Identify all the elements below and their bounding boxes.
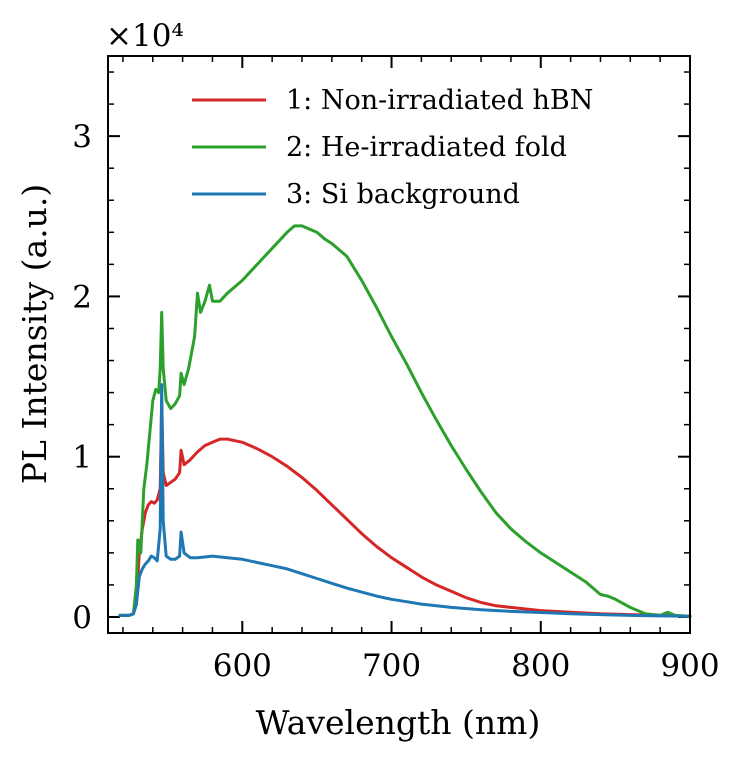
y-multiplier-label: ×10⁴ [106, 18, 184, 54]
legend-label-2: 2: He-irradiated fold [286, 132, 567, 163]
y-tick-labels: 0 1 2 3 [72, 119, 92, 636]
x-axis-title: Wavelength (nm) [256, 703, 541, 742]
x-tick-label: 800 [511, 648, 570, 684]
y-tick-label: 2 [72, 279, 92, 315]
x-tick-label: 600 [213, 648, 272, 684]
y-tick-label: 1 [72, 440, 92, 476]
y-tick-label: 3 [72, 119, 92, 155]
series-line-1 [118, 399, 692, 618]
y-axis-title: PL Intensity (a.u.) [15, 184, 54, 484]
legend-label-3: 3: Si background [286, 179, 520, 210]
y-tick-label: 0 [72, 600, 92, 636]
series-layer [118, 224, 692, 618]
x-tick-label: 700 [362, 648, 421, 684]
x-tick-label: 900 [660, 648, 719, 684]
legend-label-1: 1: Non-irradiated hBN [286, 85, 593, 116]
x-tick-labels: 600 700 800 900 [213, 648, 720, 684]
plot-frame [107, 55, 691, 634]
series-line-2 [118, 224, 692, 618]
legend: 1: Non-irradiated hBN 2: He-irradiated fo… [192, 85, 593, 210]
series-line-3 [118, 383, 692, 618]
